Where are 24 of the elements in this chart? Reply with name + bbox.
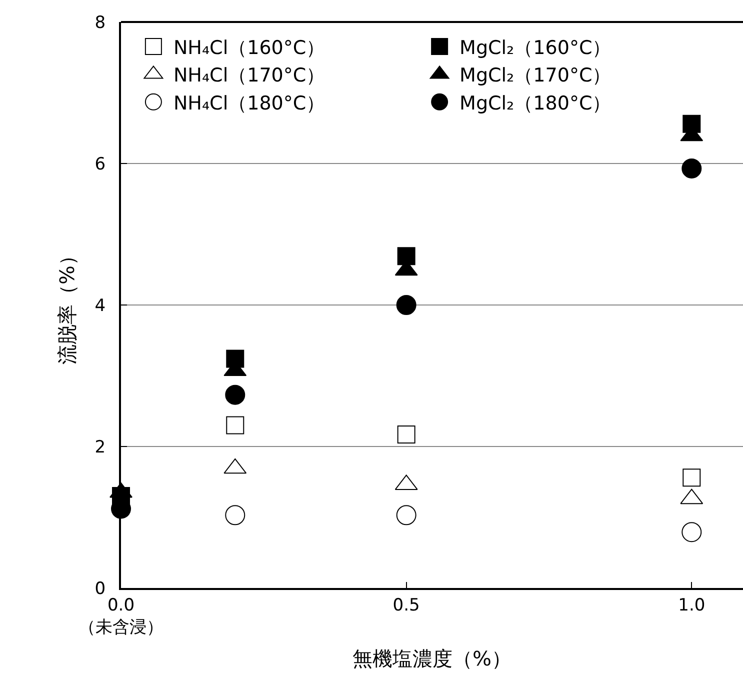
point <box>225 384 246 405</box>
x-axis-title: 無機塩濃度（%） <box>352 646 512 670</box>
point <box>396 295 416 315</box>
point <box>226 416 244 434</box>
point <box>682 158 702 178</box>
y-tick-label: 8 <box>94 12 106 33</box>
y-tick-label: 2 <box>94 437 106 458</box>
y-tick-label: 4 <box>94 296 106 316</box>
point <box>397 425 416 444</box>
point <box>396 505 416 526</box>
point <box>225 505 246 526</box>
legend-label: NH₄Cl（180°C） <box>173 92 326 114</box>
point <box>682 522 702 542</box>
legend-label: MgCl₂（180°C） <box>460 92 612 114</box>
y-tick-label: 6 <box>94 154 106 174</box>
x-tick-label: 1.0 <box>678 595 706 616</box>
point <box>397 247 416 266</box>
legend-label: MgCl₂（170°C） <box>460 64 612 87</box>
legend-label: MgCl₂（160°C） <box>460 36 612 59</box>
y-axis-title: 流脱率（%） <box>54 245 79 365</box>
point <box>682 468 701 487</box>
legend-label: NH₄Cl（160°C） <box>173 36 326 59</box>
x-tick-label: 0.5 <box>392 595 420 616</box>
legend-label: NH₄Cl（170°C） <box>173 64 326 87</box>
